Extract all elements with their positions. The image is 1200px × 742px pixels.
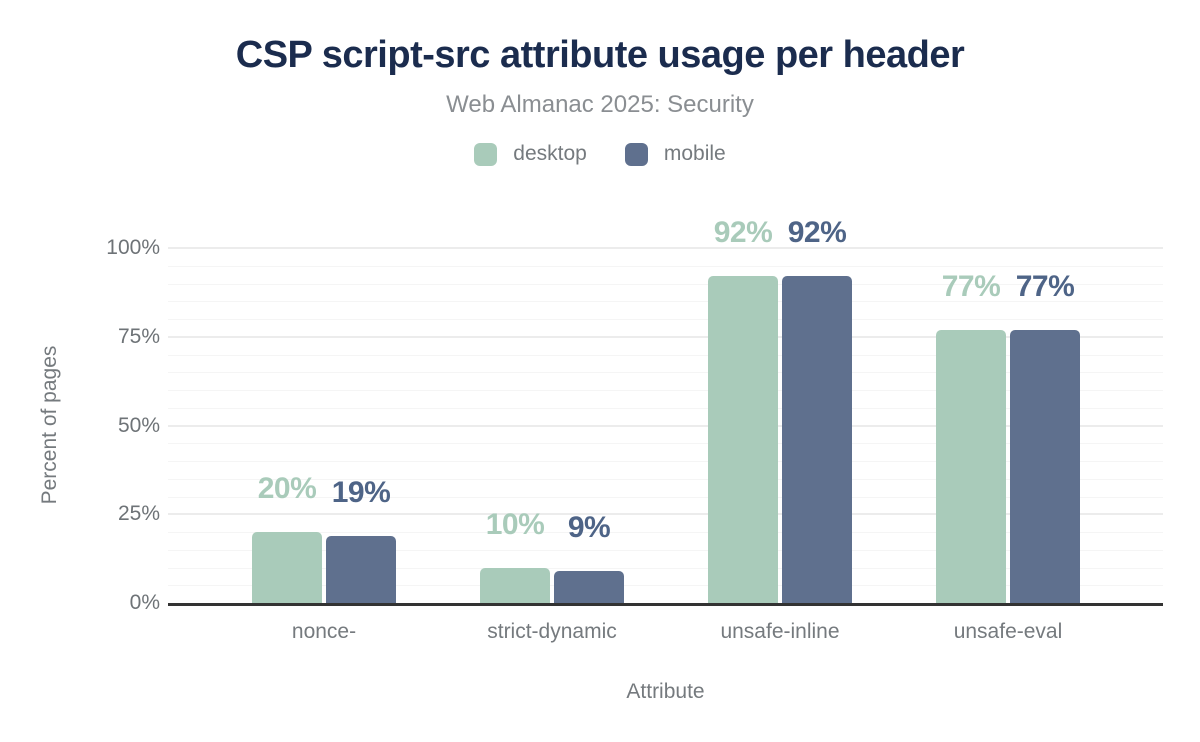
bar-pair: 20% 19% (252, 474, 396, 603)
bar-desktop-nonce-[interactable]: 20% (252, 474, 322, 603)
legend-item-desktop: desktop (474, 142, 587, 166)
y-tick-label: 100% (106, 236, 160, 259)
legend-item-mobile: mobile (624, 142, 726, 166)
gridline (168, 407, 1163, 409)
gridline (168, 585, 1163, 587)
bar-value-label-desktop-unsafe-inline: 92% (713, 216, 773, 250)
y-tick-label: 25% (117, 502, 160, 526)
x-tick-label-unsafe-eval: unsafe-eval (953, 620, 1063, 643)
gridline (168, 372, 1163, 374)
bar-group-unsafe-eval: 77% 77% (894, 248, 1122, 603)
bar-mobile-nonce-[interactable]: 19% (326, 477, 396, 603)
bar-value-label-desktop-unsafe-eval: 77% (941, 269, 1001, 303)
legend-swatch-mobile-icon (624, 142, 648, 166)
bar-value-label-desktop-nonce-: 20% (257, 472, 317, 505)
gridline (168, 247, 1163, 249)
bar-value-label-mobile-unsafe-eval: 77% (1015, 269, 1075, 303)
gridline (168, 424, 1163, 427)
x-tick-label-strict-dynamic: strict-dynamic (487, 620, 617, 643)
bar-group-strict-dynamic: 10% 9% (438, 248, 666, 603)
bar-pair: 92% 92% (708, 218, 852, 603)
bars-region: 20% 19% 10% 9% 92% 92% 77% 77% (210, 218, 1122, 603)
gridline (168, 532, 1163, 533)
legend-label-mobile: mobile (663, 142, 726, 165)
bar-value-label-mobile-strict-dynamic: 9% (567, 511, 611, 545)
bar-desktop-unsafe-inline[interactable]: 92% (708, 218, 778, 603)
gridline (168, 478, 1163, 480)
chart-subtitle: Web Almanac 2025: Security (446, 91, 754, 118)
bar-mobile-unsafe-eval[interactable]: 77% (1010, 271, 1080, 603)
bar-pair: 77% 77% (936, 271, 1080, 603)
gridline (168, 549, 1163, 551)
gridline (168, 335, 1163, 338)
y-tick-label: 50% (117, 413, 160, 437)
plot-area: 20% 19% 10% 9% 92% 92% 77% 77% (168, 218, 1163, 603)
gridline (168, 319, 1163, 320)
y-tick-label: 0% (129, 591, 160, 614)
gridline (168, 567, 1163, 569)
gridline (168, 301, 1163, 303)
x-tick-label-unsafe-inline: unsafe-inline (720, 620, 840, 643)
bar-mobile-unsafe-inline[interactable]: 92% (782, 218, 852, 603)
bar-desktop-strict-dynamic[interactable]: 10% (480, 509, 550, 603)
gridline (168, 443, 1163, 445)
chart-title: CSP script-src attribute usage per heade… (235, 34, 965, 76)
gridline (168, 496, 1163, 498)
gridline (168, 354, 1163, 356)
bar-group-unsafe-inline: 92% 92% (666, 218, 894, 603)
gridline (168, 265, 1163, 267)
gridline (168, 283, 1163, 285)
bar-pair: 10% 9% (480, 509, 624, 603)
x-tick-label-nonce-: nonce- (291, 620, 357, 643)
bar-mobile-strict-dynamic[interactable]: 9% (554, 513, 624, 603)
x-axis-ticks: nonce-strict-dynamic unsafe-inline unsafe-… (210, 620, 1122, 644)
bar-value-label-mobile-unsafe-inline: 92% (787, 216, 847, 250)
x-axis-title: Attribute (626, 680, 705, 703)
bar-value-label-desktop-strict-dynamic: 10% (485, 507, 545, 541)
gridline (168, 390, 1163, 391)
legend-swatch-desktop-icon (474, 142, 498, 166)
gridline (168, 461, 1163, 462)
bar-value-label-mobile-nonce-: 19% (331, 475, 391, 509)
x-axis-line (168, 603, 1163, 606)
legend-label-desktop: desktop (513, 142, 587, 165)
y-tick-label: 75% (117, 324, 160, 348)
bar-group-nonce-: 20% 19% (210, 248, 438, 603)
legend: desktop mobile (0, 142, 1200, 166)
bar-desktop-unsafe-eval[interactable]: 77% (936, 271, 1006, 603)
gridline (168, 513, 1163, 516)
